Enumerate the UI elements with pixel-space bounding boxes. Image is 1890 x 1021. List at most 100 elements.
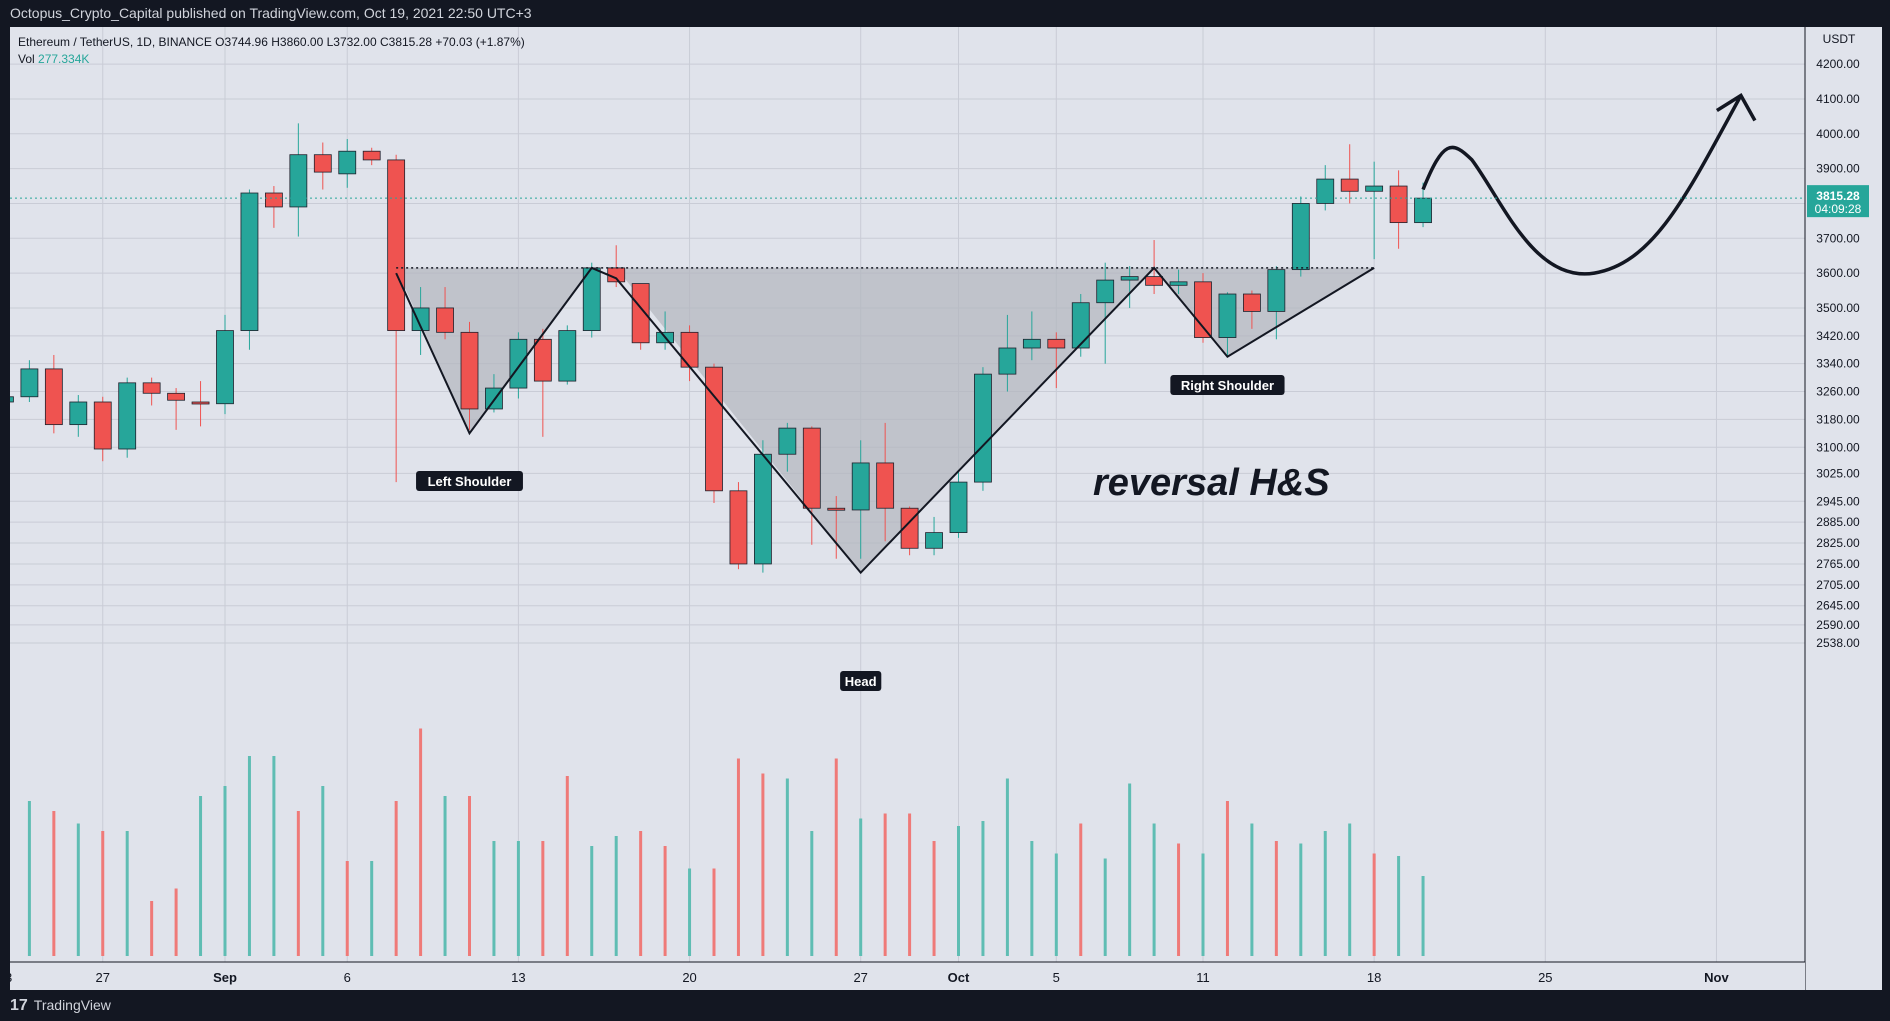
chart-legend: Ethereum / TetherUS, 1D, BINANCE O3744.9… <box>18 34 525 68</box>
volume-value: 277.334K <box>38 52 90 66</box>
volume-bar <box>932 841 936 956</box>
price-tick-label: 4100.00 <box>1816 92 1860 106</box>
volume-bar <box>1274 841 1278 956</box>
volume-bar <box>736 758 740 956</box>
candle-body <box>167 392 186 401</box>
time-axis[interactable]: 23 27 Sep 6 13 20 27 Oct 5 11 18 25 Nov <box>0 961 1805 990</box>
time-tick-label: 11 <box>1196 970 1210 985</box>
publish-line: Octopus_Crypto_Capital published on Trad… <box>10 5 532 21</box>
time-tick-label: Sep <box>213 970 237 985</box>
candle-body <box>558 330 577 382</box>
price-tick-label: 2590.00 <box>1816 618 1860 632</box>
right-shoulder-label: Right Shoulder <box>1170 375 1285 395</box>
candle-body <box>876 462 895 509</box>
volume-bar <box>1005 778 1009 956</box>
price-tick-label: 3025.00 <box>1816 466 1860 480</box>
candle-body <box>802 427 821 509</box>
left-shoulder-label-bg <box>416 471 523 491</box>
candle-body <box>631 283 650 344</box>
candle-body <box>1120 276 1139 281</box>
price-tick-label: 2765.00 <box>1816 557 1860 571</box>
volume-bar <box>810 831 814 956</box>
candle-body <box>1316 178 1335 204</box>
candle-body <box>20 368 39 398</box>
price-tick-label: 3180.00 <box>1816 412 1860 426</box>
candle-body <box>1267 269 1286 312</box>
candle-body <box>69 401 88 426</box>
left-shoulder-label-text: Left Shoulder <box>428 474 512 489</box>
price-axis[interactable]: USDT4200.004100.004000.003900.003800.003… <box>1804 27 1882 990</box>
candle-body <box>460 331 479 410</box>
volume-bar <box>76 823 80 956</box>
time-tick-label: Oct <box>948 970 970 985</box>
candle-body <box>289 154 308 208</box>
volume-bar <box>785 778 789 956</box>
candle-body <box>142 382 161 394</box>
time-tick-label: 27 <box>853 970 867 985</box>
volume-bar <box>101 831 105 956</box>
volume-bar <box>1054 853 1058 956</box>
volume-line: Vol 277.334K <box>18 51 525 68</box>
price-chart[interactable]: Left Shoulder Head Right Shoulder reversal … <box>0 27 1882 990</box>
right-shoulder-label-text: Right Shoulder <box>1181 378 1274 393</box>
volume-bar <box>688 868 692 956</box>
candle-body <box>1291 203 1310 271</box>
time-tick-label: 23 <box>10 970 12 985</box>
volume-bar <box>1348 823 1352 956</box>
volume-label: Vol <box>18 52 35 66</box>
volume-bar <box>492 841 496 956</box>
candle-body <box>313 154 332 173</box>
candle-body <box>533 338 552 382</box>
candle-body <box>1194 281 1212 338</box>
volume-bar <box>883 813 887 956</box>
time-tick-label: 18 <box>1367 970 1381 985</box>
candle-body <box>1365 185 1384 192</box>
volume-bar <box>712 868 716 956</box>
pattern-outline <box>395 266 1375 575</box>
candle-body <box>1071 302 1090 349</box>
time-axis-bg <box>10 962 1805 990</box>
price-tick-label: 4000.00 <box>1816 127 1860 141</box>
candle-body <box>1389 185 1408 224</box>
candle-body <box>1096 279 1115 304</box>
volume-bar <box>468 796 471 956</box>
currency-label: USDT <box>1823 32 1856 46</box>
price-tick-label: 2645.00 <box>1816 599 1860 613</box>
candle-body <box>1340 178 1359 192</box>
candle-body <box>680 331 699 368</box>
projection-arrow-icon <box>1715 93 1757 122</box>
volume-bars <box>3 728 1425 956</box>
time-tick-label: 13 <box>511 970 525 985</box>
volume-bar <box>1177 843 1181 956</box>
current-price-badge <box>1807 185 1869 218</box>
volume-bar <box>443 796 447 956</box>
time-tick-label: 20 <box>682 970 696 985</box>
volume-bar <box>247 756 251 956</box>
volume-bar <box>1152 823 1156 956</box>
price-tick-label: 3100.00 <box>1816 440 1860 454</box>
candle-body <box>851 462 870 511</box>
candle-body <box>509 338 528 389</box>
volume-bar <box>321 786 325 956</box>
time-tick-label: 25 <box>1538 970 1552 985</box>
head-area <box>616 267 1155 573</box>
candle-body <box>411 307 430 331</box>
candle-body <box>827 507 846 511</box>
projection-curve <box>1421 94 1743 276</box>
volume-bar <box>272 756 276 956</box>
volume-bar <box>296 811 300 956</box>
volume-bar <box>859 818 863 956</box>
countdown-text: 04:09:28 <box>1815 202 1862 216</box>
price-tick-label: 2705.00 <box>1816 578 1860 592</box>
volume-bar <box>1299 843 1303 956</box>
chart-area[interactable]: Left Shoulder Head Right Shoulder reversal … <box>0 27 1882 990</box>
candle-body <box>264 192 283 208</box>
volume-bar <box>1225 801 1229 956</box>
volume-bar <box>761 773 765 956</box>
candle-body <box>93 401 112 450</box>
volume-bar <box>663 846 667 956</box>
volume-bar <box>27 801 31 956</box>
volume-bar <box>639 831 643 956</box>
publish-header: Octopus_Crypto_Capital published on Trad… <box>0 0 1890 27</box>
volume-bar <box>199 796 203 956</box>
